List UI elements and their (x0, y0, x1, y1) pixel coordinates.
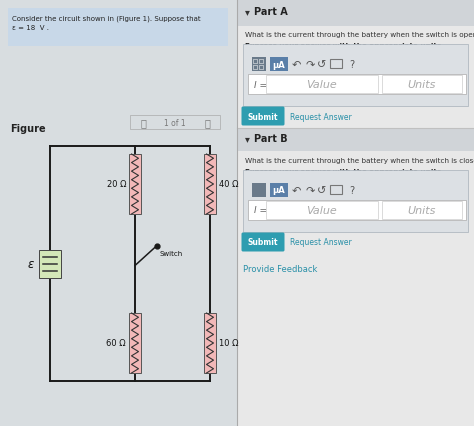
Bar (0, 0, 237, 426)
Bar (204, 313, 216, 373)
Text: μA: μA (273, 186, 285, 195)
Bar (260, 67, 263, 70)
Bar (330, 186, 342, 195)
Text: 60 Ω: 60 Ω (106, 339, 126, 348)
Bar (252, 58, 266, 72)
Bar (270, 58, 288, 72)
FancyBboxPatch shape (241, 107, 284, 126)
Text: Units: Units (408, 80, 436, 90)
Text: Express your answer with the appropriate units.: Express your answer with the appropriate… (245, 43, 444, 49)
Bar (237, 0, 474, 426)
Bar (330, 60, 342, 69)
Bar (237, 0, 474, 27)
Bar (270, 184, 288, 198)
Bar (259, 66, 264, 71)
Bar (237, 129, 474, 152)
Text: 〉: 〉 (204, 118, 210, 128)
Text: Value: Value (307, 80, 337, 90)
Bar (8, 9, 228, 47)
Text: ε = 18  V .: ε = 18 V . (12, 25, 49, 31)
Bar (254, 193, 257, 196)
Text: 40 Ω: 40 Ω (219, 180, 238, 189)
Text: Submit: Submit (248, 112, 278, 121)
Text: 10 Ω: 10 Ω (219, 339, 238, 348)
Text: Submit: Submit (248, 238, 278, 247)
Bar (243, 170, 468, 233)
Bar (129, 155, 141, 215)
Text: Express your answer with the appropriate units.: Express your answer with the appropriate… (245, 169, 444, 175)
Bar (254, 187, 257, 190)
Text: ?: ? (349, 60, 355, 70)
Text: What is the current through the battery when the switch is closed?: What is the current through the battery … (245, 158, 474, 164)
Bar (260, 61, 263, 64)
Text: ↷: ↷ (305, 186, 315, 196)
Bar (130, 116, 220, 130)
Text: 20 Ω: 20 Ω (107, 180, 126, 189)
Bar (266, 201, 378, 219)
Text: I =: I = (254, 206, 267, 215)
Bar (253, 66, 258, 71)
Bar (253, 60, 258, 65)
Bar (254, 61, 257, 64)
Bar (39, 250, 61, 278)
Text: ?: ? (349, 186, 355, 196)
Text: Switch: Switch (159, 251, 182, 257)
Text: Provide Feedback: Provide Feedback (243, 265, 318, 273)
Bar (266, 76, 378, 94)
Bar (248, 75, 466, 95)
Text: Units: Units (408, 205, 436, 216)
Text: What is the current through the battery when the switch is open?: What is the current through the battery … (245, 32, 474, 38)
Text: μA: μA (273, 60, 285, 69)
Bar (243, 45, 468, 107)
Text: ▾: ▾ (245, 134, 250, 144)
Text: ↶: ↶ (292, 60, 301, 70)
Bar (260, 193, 263, 196)
Text: I =: I = (254, 81, 267, 89)
Bar (260, 187, 263, 190)
Text: ε: ε (27, 257, 34, 271)
Text: Request Answer: Request Answer (290, 238, 352, 247)
Text: ↶: ↶ (292, 186, 301, 196)
Text: Request Answer: Request Answer (290, 112, 352, 121)
Text: 1 of 1: 1 of 1 (164, 118, 186, 127)
Bar (204, 155, 216, 215)
Bar (252, 184, 266, 198)
Text: Figure: Figure (10, 124, 46, 134)
Text: ↺: ↺ (317, 60, 327, 70)
Bar (259, 60, 264, 65)
Bar (254, 67, 257, 70)
Bar (382, 76, 462, 94)
Text: 〈: 〈 (140, 118, 146, 128)
Text: ▾: ▾ (245, 7, 250, 17)
Bar (382, 201, 462, 219)
Text: Consider the circuit shown in (Figure 1). Suppose that: Consider the circuit shown in (Figure 1)… (12, 16, 201, 23)
Text: Part A: Part A (254, 7, 288, 17)
Bar (248, 201, 466, 221)
Text: ↷: ↷ (305, 60, 315, 70)
Text: ↺: ↺ (317, 186, 327, 196)
FancyBboxPatch shape (241, 233, 284, 252)
Text: Value: Value (307, 205, 337, 216)
Bar (129, 313, 141, 373)
Text: Part B: Part B (254, 134, 288, 144)
